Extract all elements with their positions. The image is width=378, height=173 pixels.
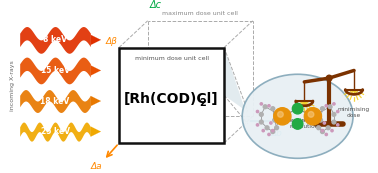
Circle shape xyxy=(292,119,303,129)
Text: Δc: Δc xyxy=(150,0,161,10)
Circle shape xyxy=(271,107,275,111)
Text: 2: 2 xyxy=(200,98,206,108)
Circle shape xyxy=(256,110,259,113)
Text: 15 keV: 15 keV xyxy=(40,66,70,75)
Text: maximum dose unit cell: maximum dose unit cell xyxy=(162,11,238,16)
Circle shape xyxy=(325,133,327,136)
Text: maximising
resolution: maximising resolution xyxy=(287,118,321,129)
Circle shape xyxy=(292,103,303,114)
Circle shape xyxy=(271,130,275,134)
Circle shape xyxy=(317,126,321,130)
Circle shape xyxy=(275,126,279,130)
Circle shape xyxy=(272,129,274,132)
Circle shape xyxy=(304,108,322,125)
Circle shape xyxy=(321,129,324,132)
Circle shape xyxy=(319,118,322,122)
Circle shape xyxy=(270,122,272,124)
Text: incoming X-rays: incoming X-rays xyxy=(9,60,14,111)
Bar xyxy=(119,48,224,143)
Circle shape xyxy=(336,110,339,113)
Circle shape xyxy=(268,133,270,136)
Circle shape xyxy=(277,112,283,117)
Text: Δa: Δa xyxy=(90,162,102,171)
Text: Δb: Δb xyxy=(271,129,282,138)
Text: [Rh(COD)Cl]: [Rh(COD)Cl] xyxy=(124,92,219,106)
Circle shape xyxy=(262,129,264,132)
Circle shape xyxy=(321,107,324,111)
Circle shape xyxy=(274,108,291,125)
Circle shape xyxy=(259,120,263,124)
Circle shape xyxy=(336,124,339,126)
Circle shape xyxy=(326,126,330,130)
Text: 25 keV: 25 keV xyxy=(40,127,70,136)
Circle shape xyxy=(323,122,325,124)
Circle shape xyxy=(268,105,270,107)
Circle shape xyxy=(333,103,335,105)
Circle shape xyxy=(325,105,327,107)
Circle shape xyxy=(260,103,262,105)
Circle shape xyxy=(321,130,324,134)
Circle shape xyxy=(256,124,259,126)
Text: minimising
dose: minimising dose xyxy=(338,107,370,117)
Circle shape xyxy=(259,112,263,116)
Text: 8 keV: 8 keV xyxy=(43,35,67,44)
Text: 18 keV: 18 keV xyxy=(40,97,70,106)
Circle shape xyxy=(332,120,336,124)
Polygon shape xyxy=(224,48,250,124)
Ellipse shape xyxy=(242,74,353,158)
Circle shape xyxy=(273,118,277,122)
Circle shape xyxy=(265,126,269,130)
Circle shape xyxy=(328,105,332,109)
Circle shape xyxy=(263,105,267,109)
Circle shape xyxy=(331,129,333,132)
Circle shape xyxy=(308,112,314,117)
Text: Δβ: Δβ xyxy=(105,37,117,46)
Text: minimum dose unit cell: minimum dose unit cell xyxy=(135,57,209,61)
Circle shape xyxy=(326,75,332,81)
Circle shape xyxy=(332,112,336,116)
